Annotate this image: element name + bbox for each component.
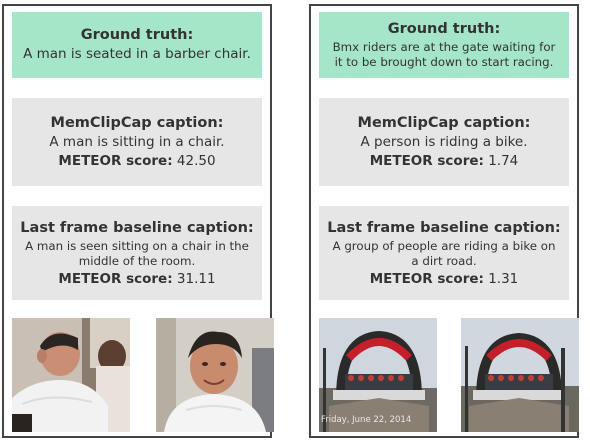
memclipcap-score: METEOR score: 42.50 xyxy=(58,153,215,169)
frame-timestamp: Friday, June 22, 2014 xyxy=(321,415,411,425)
memclipcap-text: A man is sitting in a chair. xyxy=(49,134,225,150)
baseline-title: Last frame baseline caption: xyxy=(20,219,254,236)
memclipcap-score: METEOR score: 1.74 xyxy=(370,153,519,169)
video-frame-bmx-gate-2 xyxy=(461,318,579,432)
ground-truth-title: Ground truth: xyxy=(80,27,194,43)
score-label: METEOR score: xyxy=(58,153,173,169)
ground-truth-text: A man is seated in a barber chair. xyxy=(23,46,251,62)
ground-truth-title: Ground truth: xyxy=(387,20,501,37)
ground-truth-text: Bmx riders are at the gate waiting for i… xyxy=(332,39,556,69)
score-label: METEOR score: xyxy=(369,153,484,169)
memclipcap-card: MemClipCap caption: A man is sitting in … xyxy=(12,98,262,186)
score-value: 42.50 xyxy=(176,153,216,169)
video-frame-barber-front xyxy=(156,318,274,432)
memclipcap-title: MemClipCap caption: xyxy=(357,115,531,131)
baseline-text: A group of people are riding a bike on a… xyxy=(332,238,556,268)
ground-truth-card: Ground truth: Bmx riders are at the gate… xyxy=(319,12,569,78)
score-value: 31.11 xyxy=(176,270,216,287)
score-value: 1.74 xyxy=(488,153,519,169)
score-label: METEOR score: xyxy=(369,270,484,287)
video-frame-bmx-gate-1: Friday, June 22, 2014 xyxy=(319,318,437,432)
video-frame-barber-profile xyxy=(12,318,130,432)
example-panel-bmx: Ground truth: Bmx riders are at the gate… xyxy=(309,4,579,438)
baseline-card: Last frame baseline caption: A man is se… xyxy=(12,206,262,300)
baseline-title: Last frame baseline caption: xyxy=(327,219,561,236)
score-label: METEOR score: xyxy=(58,270,173,287)
memclipcap-text: A person is riding a bike. xyxy=(360,134,528,150)
baseline-text: A man is seen sitting on a chair in the … xyxy=(25,238,249,268)
memclipcap-title: MemClipCap caption: xyxy=(50,115,224,131)
example-panel-barber: Ground truth: A man is seated in a barbe… xyxy=(2,4,274,438)
baseline-score: METEOR score: 31.11 xyxy=(58,271,215,287)
baseline-score: METEOR score: 1.31 xyxy=(370,271,519,287)
baseline-card: Last frame baseline caption: A group of … xyxy=(319,206,569,300)
ground-truth-card: Ground truth: A man is seated in a barbe… xyxy=(12,12,262,78)
score-value: 1.31 xyxy=(488,270,519,287)
memclipcap-card: MemClipCap caption: A person is riding a… xyxy=(319,98,569,186)
